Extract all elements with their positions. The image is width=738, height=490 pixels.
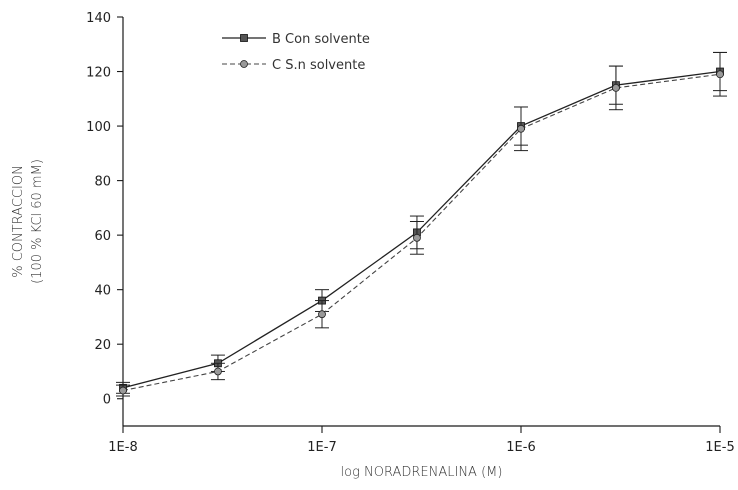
y-axis-title-line2: (100 % KCl 60 mM) xyxy=(30,159,45,284)
x-tick-label: 1E-6 xyxy=(506,440,535,455)
y-tick-label: 20 xyxy=(94,338,111,353)
data-point-series-c xyxy=(214,367,222,376)
x-axis-title: log NORADRENALINA (M) xyxy=(341,465,503,480)
data-point-series-c xyxy=(716,70,724,79)
legend-marker-series-c xyxy=(240,60,248,68)
y-tick-label: 80 xyxy=(94,175,111,190)
data-point-series-c xyxy=(517,124,525,133)
y-axis-title-group: % CONTRACCION (100 % KCl 60 mM) xyxy=(11,159,45,284)
x-tick-label: 1E-8 xyxy=(108,440,137,455)
y-axis-title-line1: % CONTRACCION xyxy=(11,165,26,278)
legend: B Con solvente C S.n solvente xyxy=(222,32,370,73)
data-point-series-c xyxy=(612,83,620,92)
y-tick-label: 140 xyxy=(86,11,111,26)
series-line-c xyxy=(122,73,721,392)
series-layer xyxy=(116,51,727,397)
data-point-series-c xyxy=(119,386,127,395)
x-ticks: 1E-8 1E-7 1E-6 1E-5 xyxy=(108,426,735,455)
y-tick-label: 100 xyxy=(86,120,111,135)
y-tick-label: 0 xyxy=(103,393,111,408)
data-point-series-c xyxy=(318,310,326,319)
series-line-b xyxy=(122,70,721,389)
y-tick-label: 120 xyxy=(86,66,111,81)
y-tick-label: 40 xyxy=(94,284,111,299)
legend-marker-series-b xyxy=(240,34,248,42)
axes xyxy=(122,17,720,427)
y-tick-label: 60 xyxy=(94,229,111,244)
x-tick-label: 1E-7 xyxy=(307,440,336,455)
legend-label-series-c: C S.n solvente xyxy=(272,58,365,73)
x-tick-label: 1E-5 xyxy=(705,440,734,455)
data-point-series-c xyxy=(413,233,421,242)
legend-label-series-b: B Con solvente xyxy=(272,32,370,47)
y-ticks: 0 20 40 60 80 100 120 140 xyxy=(86,11,123,408)
